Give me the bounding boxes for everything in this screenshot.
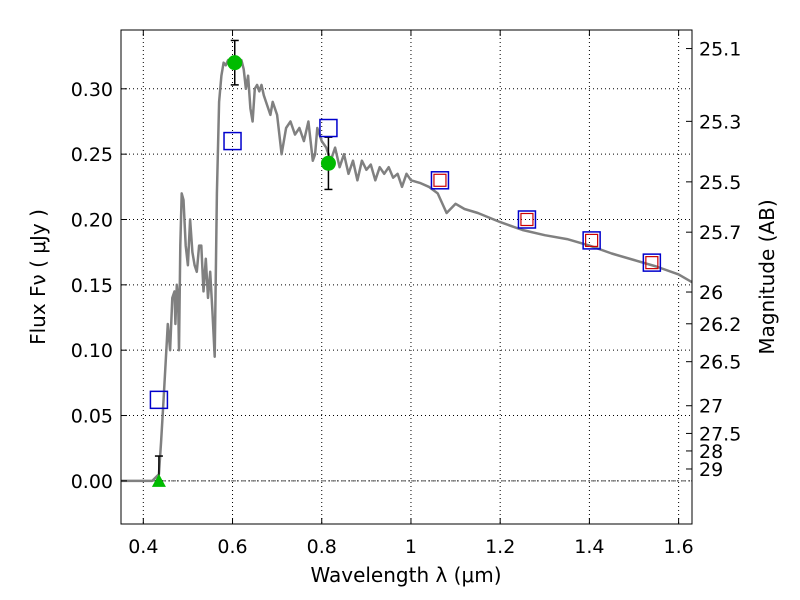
x-tick-label: 0.8 bbox=[307, 536, 337, 558]
y-tick-label: 0.05 bbox=[71, 406, 113, 428]
model-photometry-square bbox=[223, 131, 242, 151]
y-tick-label: 0.10 bbox=[71, 340, 113, 362]
x-tick-label: 1 bbox=[405, 536, 417, 558]
right-tick-label: 27.5 bbox=[699, 423, 741, 445]
plot-frame bbox=[120, 29, 693, 525]
right-tick-label: 28 bbox=[699, 441, 723, 463]
x-tick-label: 1.2 bbox=[485, 536, 515, 558]
template-photometry-square bbox=[520, 212, 534, 227]
model-photometry-square bbox=[642, 253, 662, 272]
model-photometry-square bbox=[430, 171, 450, 190]
x-tick-label: 1.6 bbox=[664, 536, 694, 558]
right-tick-label: 27 bbox=[699, 396, 723, 418]
y-tick-label: 0.00 bbox=[71, 471, 113, 493]
template-photometry-square bbox=[645, 256, 659, 270]
model-photometry-square bbox=[582, 231, 601, 250]
right-tick-label: 26.2 bbox=[699, 314, 741, 336]
template-photometry-square bbox=[585, 233, 599, 248]
measured-flux-point bbox=[320, 155, 336, 171]
right-tick-label: 25.1 bbox=[699, 39, 741, 61]
y-tick-label: 0.20 bbox=[71, 209, 113, 231]
x-tick-label: 0.4 bbox=[128, 536, 158, 558]
right-tick-label: 26 bbox=[699, 282, 723, 304]
right-tick-label: 29 bbox=[699, 459, 723, 481]
model-photometry-square bbox=[517, 210, 537, 229]
model-photometry-square bbox=[319, 118, 338, 138]
y-axis-label: Flux Fν ( μJy ) bbox=[26, 209, 50, 345]
y-right-axis-label: Magnitude (AB) bbox=[755, 199, 779, 354]
x-axis-label: Wavelength λ (μm) bbox=[310, 563, 501, 587]
sed-model-line bbox=[121, 58, 693, 483]
x-tick-label: 0.6 bbox=[217, 536, 247, 558]
series-layer bbox=[121, 39, 693, 487]
y-tick-label: 0.15 bbox=[71, 275, 113, 297]
upper-limit-triangle bbox=[151, 473, 166, 487]
right-tick-label: 26.5 bbox=[699, 352, 741, 374]
x-tick-label: 1.4 bbox=[574, 536, 604, 558]
y-tick-label: 0.25 bbox=[71, 144, 113, 166]
measured-flux-point bbox=[227, 55, 243, 71]
template-photometry-square bbox=[433, 173, 447, 187]
right-tick-label: 25.7 bbox=[699, 222, 741, 244]
tick-layer: 0.4 0.6 0.8 1 1.2 1.4 1.6 0.00 0.05 0.10 0.15 0.20 0… bbox=[71, 30, 741, 558]
y-tick-label: 0.30 bbox=[71, 79, 113, 101]
right-tick-label: 25.5 bbox=[699, 172, 741, 194]
right-tick-label: 25.3 bbox=[699, 111, 741, 133]
model-photometry-square bbox=[149, 390, 169, 410]
